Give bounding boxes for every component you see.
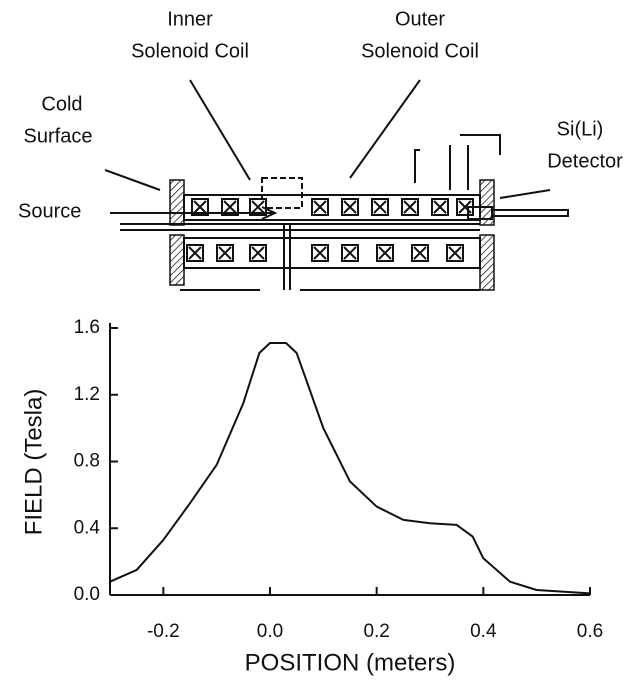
label: Inner xyxy=(167,8,213,30)
label: Solenoid Coil xyxy=(361,40,479,62)
label: Surface xyxy=(24,125,93,147)
x-tick-label: 0.4 xyxy=(470,621,497,642)
y-tick-label: 0.8 xyxy=(74,451,100,472)
y-tick-label: 1.2 xyxy=(74,384,100,405)
label: Detector xyxy=(547,150,623,172)
x-tick-label: -0.2 xyxy=(147,621,180,642)
label: Outer xyxy=(395,8,445,30)
schematic xyxy=(104,79,569,291)
label: Source xyxy=(18,200,81,222)
x-tick-label: 0.2 xyxy=(363,621,389,642)
y-tick-label: 0.4 xyxy=(74,517,101,538)
x-axis-label: POSITION (meters) xyxy=(245,649,456,676)
x-tick-label: 0.6 xyxy=(577,621,603,642)
line xyxy=(109,342,591,595)
y-axis-label: FIELD (Tesla) xyxy=(20,389,47,536)
y-tick-label: 1.6 xyxy=(74,317,100,338)
label: Si(Li) xyxy=(557,118,604,140)
label: Solenoid Coil xyxy=(131,40,249,62)
label: Cold xyxy=(41,93,82,115)
x-tick-label: 0.0 xyxy=(257,621,283,642)
y-tick-label: 0.0 xyxy=(74,584,100,605)
